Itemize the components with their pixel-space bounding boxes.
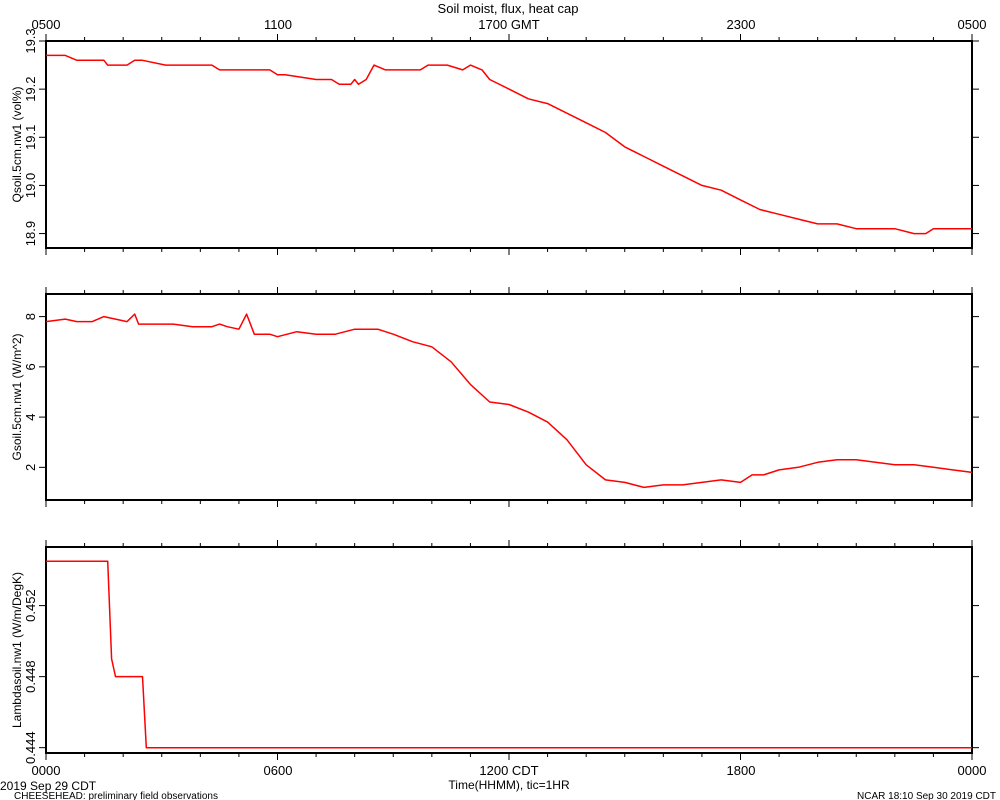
qsoil-y-tick-label: 19.3 <box>23 28 38 53</box>
chart-panels: 18.9 19.0 19.1 19.2 19.3 Qsoil.5cm.nw1 (vol%)… <box>10 28 979 764</box>
lambdasoil-y-tick-label: 0.444 <box>23 731 38 764</box>
qsoil-y-tick-label: 18.9 <box>23 221 38 246</box>
lambdasoil-y-tick-label: 0.452 <box>23 589 38 622</box>
footer-left: CHEESEHEAD: preliminary field observatio… <box>14 791 218 800</box>
chart-title: Soil moist, flux, heat cap <box>438 1 579 16</box>
top-axis-tick-label: 1700 GMT <box>478 17 539 32</box>
top-axis-tick-label: 0500 <box>958 17 987 32</box>
bottom-axis-tick-label: 1200 CDT <box>479 763 538 778</box>
bottom-axis-tick-label: 0000 <box>32 763 61 778</box>
top-axis-tick-label: 2300 <box>727 17 756 32</box>
lambdasoil-series-line <box>46 560 972 749</box>
x-axis-label: Time(HHMM), tic=1HR <box>448 778 570 792</box>
lambdasoil-plot-frame <box>45 546 973 754</box>
lambdasoil-y-axis-label: Lambdasoil.nw1 (W/m/DegK) <box>10 572 24 728</box>
lambdasoil-y-tick-label: 0.448 <box>23 660 38 693</box>
top-axis-tick-label: 0500 <box>32 17 61 32</box>
bottom-axis-tick-labels: 0000 0600 1200 CDT 1800 0000 <box>32 763 987 778</box>
gsoil-plot-frame <box>45 293 973 501</box>
gsoil-series-line <box>45 313 973 489</box>
footer-right: NCAR 18:10 Sep 30 2019 CDT <box>857 791 996 800</box>
gsoil-y-tick-label: 6 <box>23 363 38 370</box>
qsoil-y-tick-label: 19.2 <box>23 76 38 101</box>
qsoil-plot-frame <box>45 40 973 249</box>
top-axis-tick-labels: 0500 1100 1700 GMT 2300 0500 <box>32 17 987 32</box>
bottom-axis-tick-label: 0600 <box>264 763 293 778</box>
gsoil-y-axis-label: Gsoil.5cm.nw1 (W/m^2) <box>10 334 24 461</box>
qsoil-y-tick-label: 19.1 <box>23 125 38 150</box>
qsoil-y-axis-label: Qsoil.5cm.nw1 (vol%) <box>10 86 24 202</box>
qsoil-y-tick-label: 19.0 <box>23 173 38 198</box>
gsoil-panel: 2 4 6 8 Gsoil.5cm.nw1 (W/m^2) <box>10 287 979 507</box>
top-axis-tick-label: 1100 <box>264 17 292 32</box>
bottom-axis-tick-label: 1800 <box>727 763 756 778</box>
gsoil-y-tick-label: 2 <box>23 464 38 471</box>
gsoil-y-tick-label: 4 <box>23 413 38 420</box>
qsoil-series-line <box>46 54 972 235</box>
gsoil-y-tick-label: 8 <box>23 313 38 320</box>
qsoil-panel: 18.9 19.0 19.1 19.2 19.3 Qsoil.5cm.nw1 (vol%) <box>10 28 979 255</box>
date-label: 2019 Sep 29 CDT <box>0 779 97 793</box>
bottom-axis-tick-label: 0000 <box>958 763 987 778</box>
